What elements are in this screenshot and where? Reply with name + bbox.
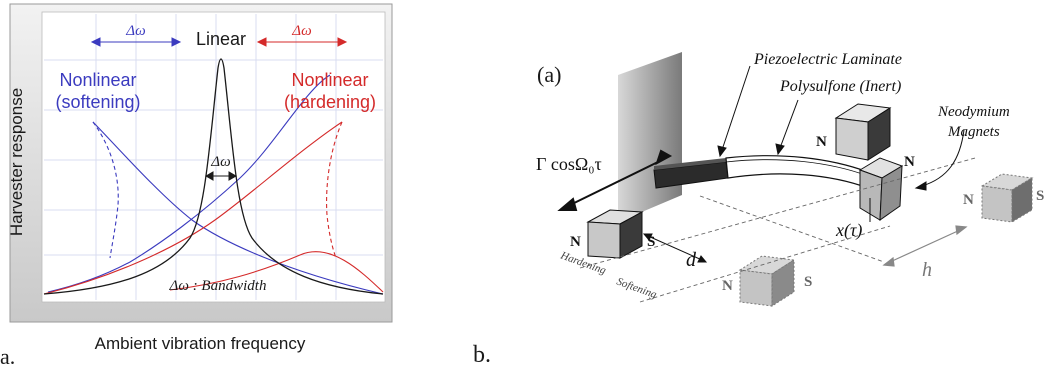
softening-unstable-branch [92, 121, 119, 259]
softening-curve-upper [92, 121, 384, 295]
hardening-curve-upper [43, 121, 343, 295]
softening-label-line1: Nonlinear [59, 70, 136, 90]
tip-magnet [858, 157, 904, 221]
upper-magnet [834, 103, 892, 161]
x-axis-label: Ambient vibration frequency [95, 334, 306, 353]
tip-magnet-pole: N [904, 154, 915, 170]
bandwidth-label: Δω : Bandwidth [169, 278, 267, 294]
right-magnet [980, 173, 1034, 223]
d-label: d [686, 249, 697, 271]
hardening-magnet [586, 209, 644, 259]
softening-magnet [738, 255, 796, 307]
right-magnet-n: N [963, 192, 974, 208]
delta-right-arrow [256, 37, 348, 47]
magnets-label-line2: Magnets [947, 124, 1000, 140]
polysulfone-label: Polysulfone (Inert) [779, 78, 901, 95]
subtitle: (a) [537, 62, 561, 87]
hardening-magnet-s: S [647, 234, 655, 250]
forcing-arrow [557, 149, 673, 211]
clamp-wall [618, 52, 682, 222]
h-label: h [922, 259, 932, 281]
panel-a: Harvester response Ambient vibration fre… [0, 3, 393, 369]
delta-left-label: Δω [125, 23, 145, 39]
right-magnet-s: S [1036, 188, 1044, 204]
delta-left-arrow [90, 37, 182, 47]
leader-lines [717, 65, 965, 191]
d-dimension-arrow [642, 233, 708, 263]
magnets-label-line1: Neodymium [937, 104, 1010, 120]
delta-center-arrow [204, 171, 238, 181]
linear-label: Linear [196, 29, 246, 49]
softening-label: Softening [615, 276, 659, 302]
softening-label-line2: (softening) [55, 92, 140, 112]
hardening-label-line2: (hardening) [284, 92, 376, 112]
softening-curve-lower [47, 74, 331, 293]
forcing-label: Γ cosΩ₀τ [536, 154, 602, 174]
panel-b-tag: b. [473, 342, 491, 368]
piezo-top-face [654, 158, 726, 170]
panel-a-tag: a. [0, 344, 15, 369]
piezo-label: Piezoelectric Laminate [753, 51, 902, 68]
hardening-label-line1: Nonlinear [291, 70, 368, 90]
upper-magnet-pole: N [816, 134, 827, 150]
displacement-label: x(τ) [835, 220, 862, 241]
beam-edge [725, 159, 869, 177]
softening-magnet-n: N [722, 278, 733, 294]
reference-lines [579, 157, 976, 303]
panel-b: b. (a) N N [473, 51, 1044, 368]
grid [44, 14, 383, 300]
hardening-curve-lower [169, 251, 384, 293]
y-axis-label: Harvester response [7, 88, 26, 236]
hardening-magnet-n: N [570, 234, 581, 250]
h-dimension-arrow [882, 225, 968, 267]
linear-curve [43, 58, 384, 295]
hardening-unstable-branch [326, 121, 343, 259]
delta-right-label: Δω [291, 23, 311, 39]
softening-magnet-s: S [804, 274, 812, 290]
delta-center-label: Δω [210, 154, 230, 170]
